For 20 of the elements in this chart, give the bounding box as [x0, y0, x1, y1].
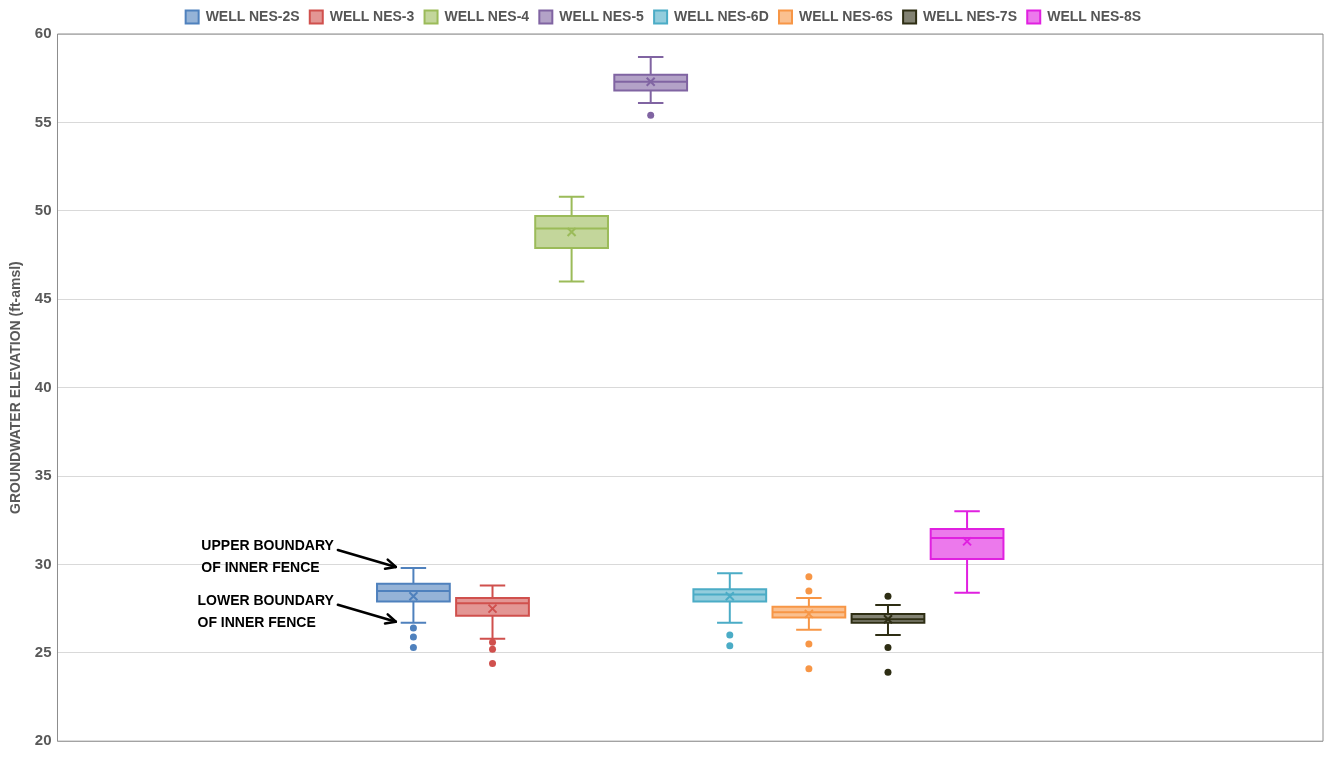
legend-label: WELL NES-6S — [799, 7, 893, 24]
y-tick-label: 35 — [34, 466, 52, 484]
annotation: UPPER BOUNDARY OF INNER FENCE — [201, 536, 335, 575]
legend-label: WELL NES-7S — [923, 7, 1017, 24]
y-tick-label: 50 — [34, 200, 52, 218]
y-tick-label: 20 — [34, 731, 52, 749]
legend-label: WELL NES-3 — [329, 7, 415, 24]
legend-label: WELL NES-4 — [444, 7, 530, 24]
legend-label: WELL NES-6D — [674, 7, 769, 24]
y-tick-label: 30 — [34, 554, 52, 572]
y-tick-label: 25 — [34, 642, 52, 660]
legend-label: WELL NES-5 — [559, 7, 645, 24]
annotation: LOWER BOUNDARY OF INNER FENCE — [197, 591, 335, 630]
y-tick-label: 40 — [34, 377, 52, 395]
legend-label: WELL NES-2S — [205, 7, 300, 24]
y-axis-title: GROUNDWATER ELEVATION (ft-amsl) — [7, 261, 24, 514]
legend-label: WELL NES-8S — [1047, 7, 1142, 24]
y-tick-label: 60 — [34, 24, 52, 42]
y-tick-label: 55 — [34, 112, 52, 130]
y-tick-label: 45 — [34, 289, 52, 307]
